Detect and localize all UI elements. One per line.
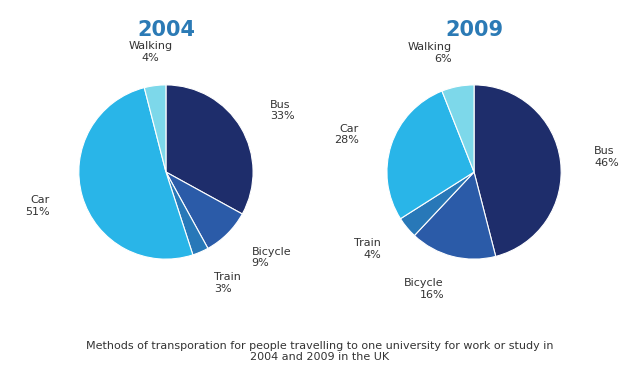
Text: Train
4%: Train 4% [354, 238, 381, 260]
Wedge shape [474, 85, 561, 257]
Text: Methods of transporation for people travelling to one university for work or stu: Methods of transporation for people trav… [86, 341, 554, 362]
Wedge shape [166, 85, 253, 214]
Title: 2009: 2009 [445, 20, 503, 40]
Text: Bus
33%: Bus 33% [270, 100, 294, 121]
Text: Bicycle
9%: Bicycle 9% [252, 247, 291, 268]
Wedge shape [166, 172, 243, 249]
Text: Bus
46%: Bus 46% [594, 146, 619, 168]
Wedge shape [166, 172, 208, 255]
Text: Walking
6%: Walking 6% [407, 42, 451, 64]
Wedge shape [401, 172, 474, 235]
Text: Train
3%: Train 3% [214, 272, 241, 294]
Text: Car
51%: Car 51% [25, 195, 50, 217]
Title: 2004: 2004 [137, 20, 195, 40]
Wedge shape [144, 85, 166, 172]
Text: Bicycle
16%: Bicycle 16% [404, 279, 444, 300]
Wedge shape [387, 91, 474, 219]
Text: Walking
4%: Walking 4% [129, 41, 173, 63]
Wedge shape [79, 87, 193, 259]
Wedge shape [415, 172, 496, 259]
Text: Car
28%: Car 28% [334, 124, 359, 145]
Wedge shape [442, 85, 474, 172]
